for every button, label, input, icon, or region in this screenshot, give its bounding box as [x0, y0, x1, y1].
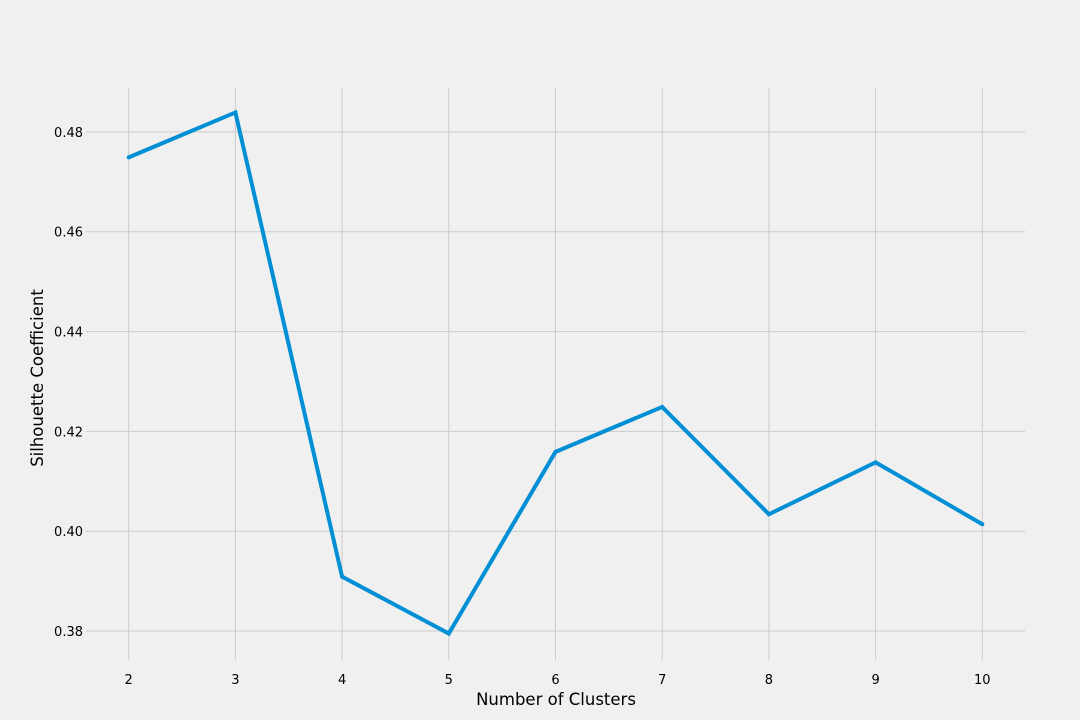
- y-tick-label: 0.40: [54, 525, 83, 540]
- x-tick-label: 10: [974, 673, 991, 688]
- x-tick-label: 6: [551, 673, 559, 688]
- x-tick-label: 5: [445, 673, 453, 688]
- data-point: [233, 110, 238, 115]
- y-tick-label: 0.42: [54, 425, 83, 440]
- data-point: [660, 404, 665, 409]
- data-point: [340, 574, 345, 579]
- x-tick-label: 9: [871, 673, 879, 688]
- data-point: [446, 631, 451, 636]
- data-point: [980, 522, 985, 527]
- data-point: [766, 512, 771, 517]
- y-tick-label: 0.46: [54, 226, 83, 241]
- y-tick-label: 0.48: [54, 126, 83, 141]
- grid-lines: [86, 88, 1025, 660]
- x-tick-label: 2: [125, 673, 133, 688]
- y-axis-label: Silhouette Coefficient: [28, 289, 47, 467]
- x-tick-label: 4: [338, 673, 346, 688]
- x-tick-label: 3: [231, 673, 239, 688]
- y-tick-label: 0.38: [54, 625, 83, 640]
- tick-labels: 2 3 4 5 6 7 8 9 10 0.38 0.40 0.42 0.44 0.46 0.48: [54, 126, 991, 688]
- data-point: [873, 460, 878, 465]
- x-tick-label: 8: [765, 673, 773, 688]
- x-axis-label: Number of Clusters: [476, 690, 636, 709]
- y-tick-label: 0.44: [54, 326, 83, 341]
- data-point: [126, 155, 131, 160]
- series-layer: [126, 109, 985, 637]
- x-tick-label: 7: [658, 673, 666, 688]
- data-point: [553, 449, 558, 454]
